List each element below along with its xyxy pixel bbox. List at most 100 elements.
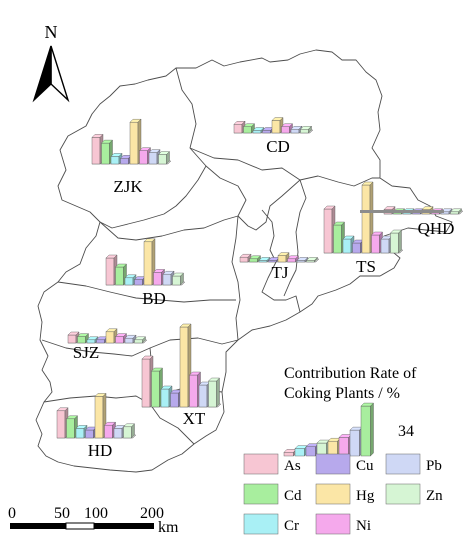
legend-sample-bar-0 <box>283 448 297 457</box>
city-hd-bar-cd-front <box>66 418 75 439</box>
city-label-tj: TJ <box>272 263 289 282</box>
scale-segment-50-100 <box>65 522 95 530</box>
city-tj-bar-pb <box>296 256 309 263</box>
city-ts-bar-zn-side <box>398 229 402 254</box>
city-hd-bar-cr-front <box>75 428 85 439</box>
legend-sample-bar-7-front <box>360 405 371 457</box>
legend-sample-bar-0-front <box>283 452 294 457</box>
legend-label-pb: Pb <box>426 458 442 474</box>
outer-boundary <box>35 49 453 473</box>
city-zjk-chart <box>91 118 172 165</box>
city-cd-bar-zn-front <box>300 129 309 134</box>
city-cd-bar-cu-front <box>262 130 271 134</box>
city-cd-bar-as-front <box>233 124 243 134</box>
tianjin-boundary <box>261 209 301 313</box>
city-ts-bar-cr-front <box>342 238 352 254</box>
city-cd-bar-hg-front <box>271 120 281 134</box>
city-bd-bar-cd-front <box>115 266 124 286</box>
city-tj-bar-cr-front <box>258 260 268 263</box>
legend-sample-bar-4 <box>327 437 341 457</box>
city-xt-bar-zn-side <box>216 377 220 408</box>
city-qhd-bar-zn <box>450 208 462 215</box>
scale-tick-50: 50 <box>54 505 70 522</box>
city-label-sjz: SJZ <box>73 343 99 362</box>
legend-swatch-hg <box>315 483 351 505</box>
legend-swatch-cu <box>315 453 351 475</box>
city-sjz-bar-pb <box>124 334 137 344</box>
xt-hd-boundary <box>43 395 195 445</box>
city-bd-bar-as-front <box>105 257 115 286</box>
city-bd-bar-pb-front <box>162 274 172 286</box>
city-xt-bar-zn-front <box>208 380 217 408</box>
legend-sample-bar-5-front <box>338 437 349 457</box>
legend-sample-bar-1 <box>294 445 308 457</box>
zjk-boundary <box>99 67 207 229</box>
city-sjz-bar-as <box>67 331 80 344</box>
city-sjz-bar-zn <box>134 336 146 344</box>
legend: Contribution Rate of Coking Plants / % 3… <box>243 365 443 535</box>
city-bd-chart <box>105 238 186 286</box>
legend-title-line2: Coking Plants / % <box>284 385 400 402</box>
city-ts-bar-as-front <box>323 208 333 254</box>
legend-sample-bar-7-side <box>370 402 374 457</box>
legend-label-zn: Zn <box>426 488 443 504</box>
city-label-hd: HD <box>88 441 113 460</box>
city-ts-bar-pb-front <box>380 238 390 254</box>
city-xt-bar-as-front <box>141 358 151 408</box>
legend-swatch-zn <box>385 483 421 505</box>
city-bd-bar-zn-front <box>172 275 181 286</box>
city-labels: ZJK CD QHD TS TJ BD SJZ XT HD <box>73 137 455 460</box>
city-bd-bar-cu-front <box>134 279 143 286</box>
legend-sample-bar-7 <box>360 402 374 457</box>
city-cd-bar-zn-side <box>308 125 312 134</box>
city-hd-bar-zn <box>123 423 135 439</box>
city-sjz-bar-as-front <box>67 334 77 344</box>
bd-sjz-boundary <box>57 281 236 303</box>
scale-unit: km <box>158 519 179 536</box>
legend-swatch-ni <box>315 513 351 535</box>
legend-label-hg: Hg <box>356 488 375 504</box>
north-arrow-right-half <box>50 45 70 103</box>
scale-bar: 0 50 100 200 km <box>8 505 179 536</box>
city-sjz-bar-zn-side <box>142 336 146 344</box>
city-cd-bar-ni-front <box>281 126 290 134</box>
legend-sample-bar-5 <box>338 434 352 457</box>
city-xt-bar-pb-front <box>198 384 208 408</box>
scale-tick-200: 200 <box>140 505 164 522</box>
city-ts-bar-cd-front <box>333 224 342 254</box>
city-xt-bar-cu-front <box>170 392 179 408</box>
city-ts-bar-zn-front <box>390 232 399 254</box>
legend-swatch-pb <box>385 453 421 475</box>
city-tj-bar-cu <box>268 256 280 263</box>
city-sjz-bar-cd <box>77 333 89 344</box>
city-zjk-bar-ni-front <box>139 150 148 165</box>
city-ts-bar-ni-front <box>371 234 380 254</box>
city-xt-bar-cd-front <box>151 370 160 408</box>
legend-sample-bar-1-front <box>294 448 305 457</box>
legend-label-cd: Cd <box>284 488 302 504</box>
city-hd-bar-zn-front <box>123 426 132 439</box>
city-label-qhd: QHD <box>418 219 455 238</box>
city-ts-chart <box>323 181 404 254</box>
city-xt-bar-cr-front <box>160 388 170 408</box>
city-tj-bar-zn <box>306 256 318 263</box>
legend-label-ni: Ni <box>356 518 371 534</box>
city-zjk-bar-as-front <box>91 137 101 165</box>
city-cd-bar-cr-front <box>252 130 262 134</box>
city-tj-bar-cu-front <box>268 260 277 263</box>
legend-sample-chart <box>283 402 374 457</box>
city-hd-bar-as-front <box>56 410 66 439</box>
city-label-ts: TS <box>356 257 376 276</box>
city-label-cd: CD <box>266 137 290 156</box>
city-bd-bar-zn <box>172 272 184 286</box>
city-cd-bar-pb-front <box>290 129 300 134</box>
city-sjz-bar-hg <box>105 328 118 344</box>
city-sjz-chart <box>67 328 148 344</box>
city-zjk-bar-zn-front <box>158 154 167 165</box>
legend-sample-bar-2-front <box>305 446 316 457</box>
legend-swatch-cd <box>243 483 279 505</box>
legend-label-cr: Cr <box>284 518 299 534</box>
bd-north-boundary <box>99 215 239 241</box>
north-arrow: N <box>32 22 70 103</box>
city-ts-bar-hg-front <box>361 184 371 254</box>
